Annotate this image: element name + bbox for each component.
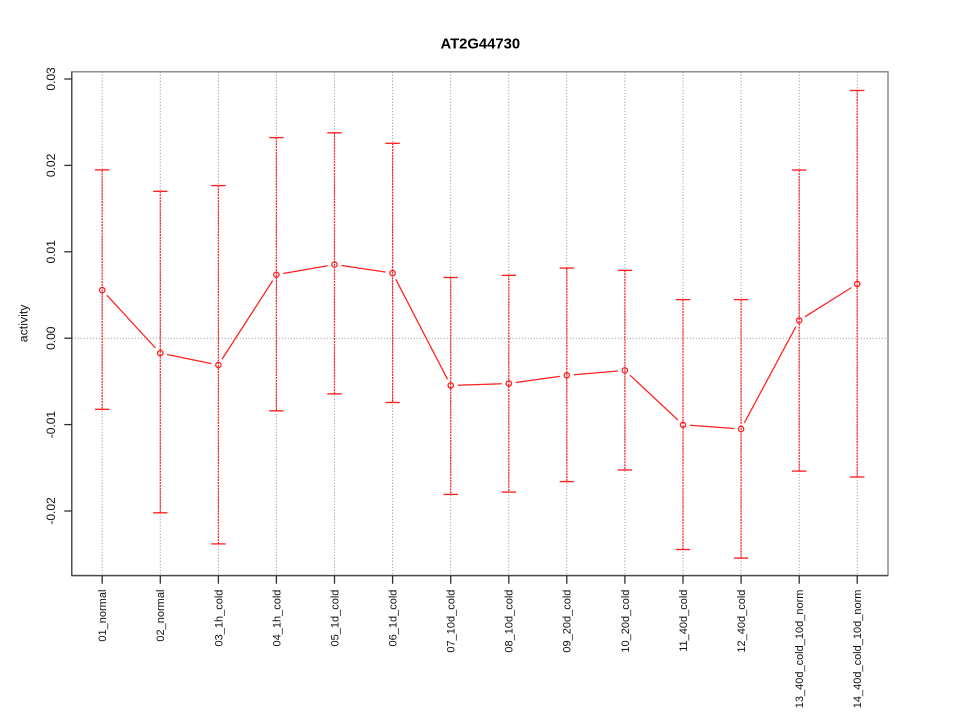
svg-text:13_40d_cold_10d_norm: 13_40d_cold_10d_norm <box>794 590 806 709</box>
svg-text:07_10d_cold: 07_10d_cold <box>446 590 458 653</box>
svg-text:activity: activity <box>16 304 30 342</box>
svg-text:09_20d_cold: 09_20d_cold <box>562 590 574 653</box>
svg-text:02_normal: 02_normal <box>155 590 167 642</box>
svg-text:14_40d_cold_10d_norm: 14_40d_cold_10d_norm <box>852 590 864 709</box>
svg-text:01_normal: 01_normal <box>97 590 109 642</box>
svg-text:0.01: 0.01 <box>44 240 58 264</box>
svg-text:11_40d_cold: 11_40d_cold <box>678 590 690 652</box>
svg-text:03_1h_cold: 03_1h_cold <box>213 590 225 647</box>
svg-text:-0.02: -0.02 <box>44 497 58 525</box>
svg-text:0.02: 0.02 <box>44 153 58 177</box>
svg-text:0.03: 0.03 <box>44 67 58 91</box>
svg-text:12_40d_cold: 12_40d_cold <box>736 590 748 653</box>
svg-text:-0.01: -0.01 <box>44 411 58 439</box>
svg-text:06_1d_cold: 06_1d_cold <box>388 590 400 647</box>
svg-text:0.00: 0.00 <box>44 326 58 350</box>
svg-text:04_1h_cold: 04_1h_cold <box>271 590 283 647</box>
svg-text:AT2G44730: AT2G44730 <box>441 37 521 53</box>
svg-text:10_20d_cold: 10_20d_cold <box>620 590 632 653</box>
svg-text:05_1d_cold: 05_1d_cold <box>329 590 341 647</box>
svg-text:08_10d_cold: 08_10d_cold <box>504 590 516 653</box>
